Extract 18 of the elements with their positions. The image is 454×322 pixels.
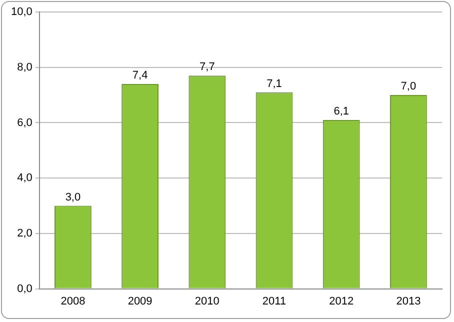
x-tick-label: 2008 (60, 295, 86, 308)
y-tick-label: 8,0 (17, 61, 32, 74)
y-tick-label: 10,0 (10, 6, 32, 18)
x-tick-label: 2010 (194, 295, 220, 308)
data-label: 7,1 (266, 78, 282, 90)
y-tick-label: 2,0 (17, 227, 32, 240)
data-label: 7,4 (132, 70, 148, 82)
y-tick-label: 4,0 (17, 172, 32, 184)
data-label: 3,0 (65, 191, 81, 204)
y-tick-label: 0,0 (17, 282, 32, 295)
x-tick-label: 2013 (396, 295, 421, 308)
data-label: 7,7 (200, 61, 215, 74)
data-label: 7,0 (400, 80, 416, 93)
data-label: 6,1 (334, 105, 349, 118)
x-tick-label: 2012 (329, 295, 354, 308)
x-tick-label: 2009 (128, 295, 152, 308)
y-tick-label: 6,0 (17, 116, 32, 129)
x-tick-label: 2011 (262, 295, 286, 308)
